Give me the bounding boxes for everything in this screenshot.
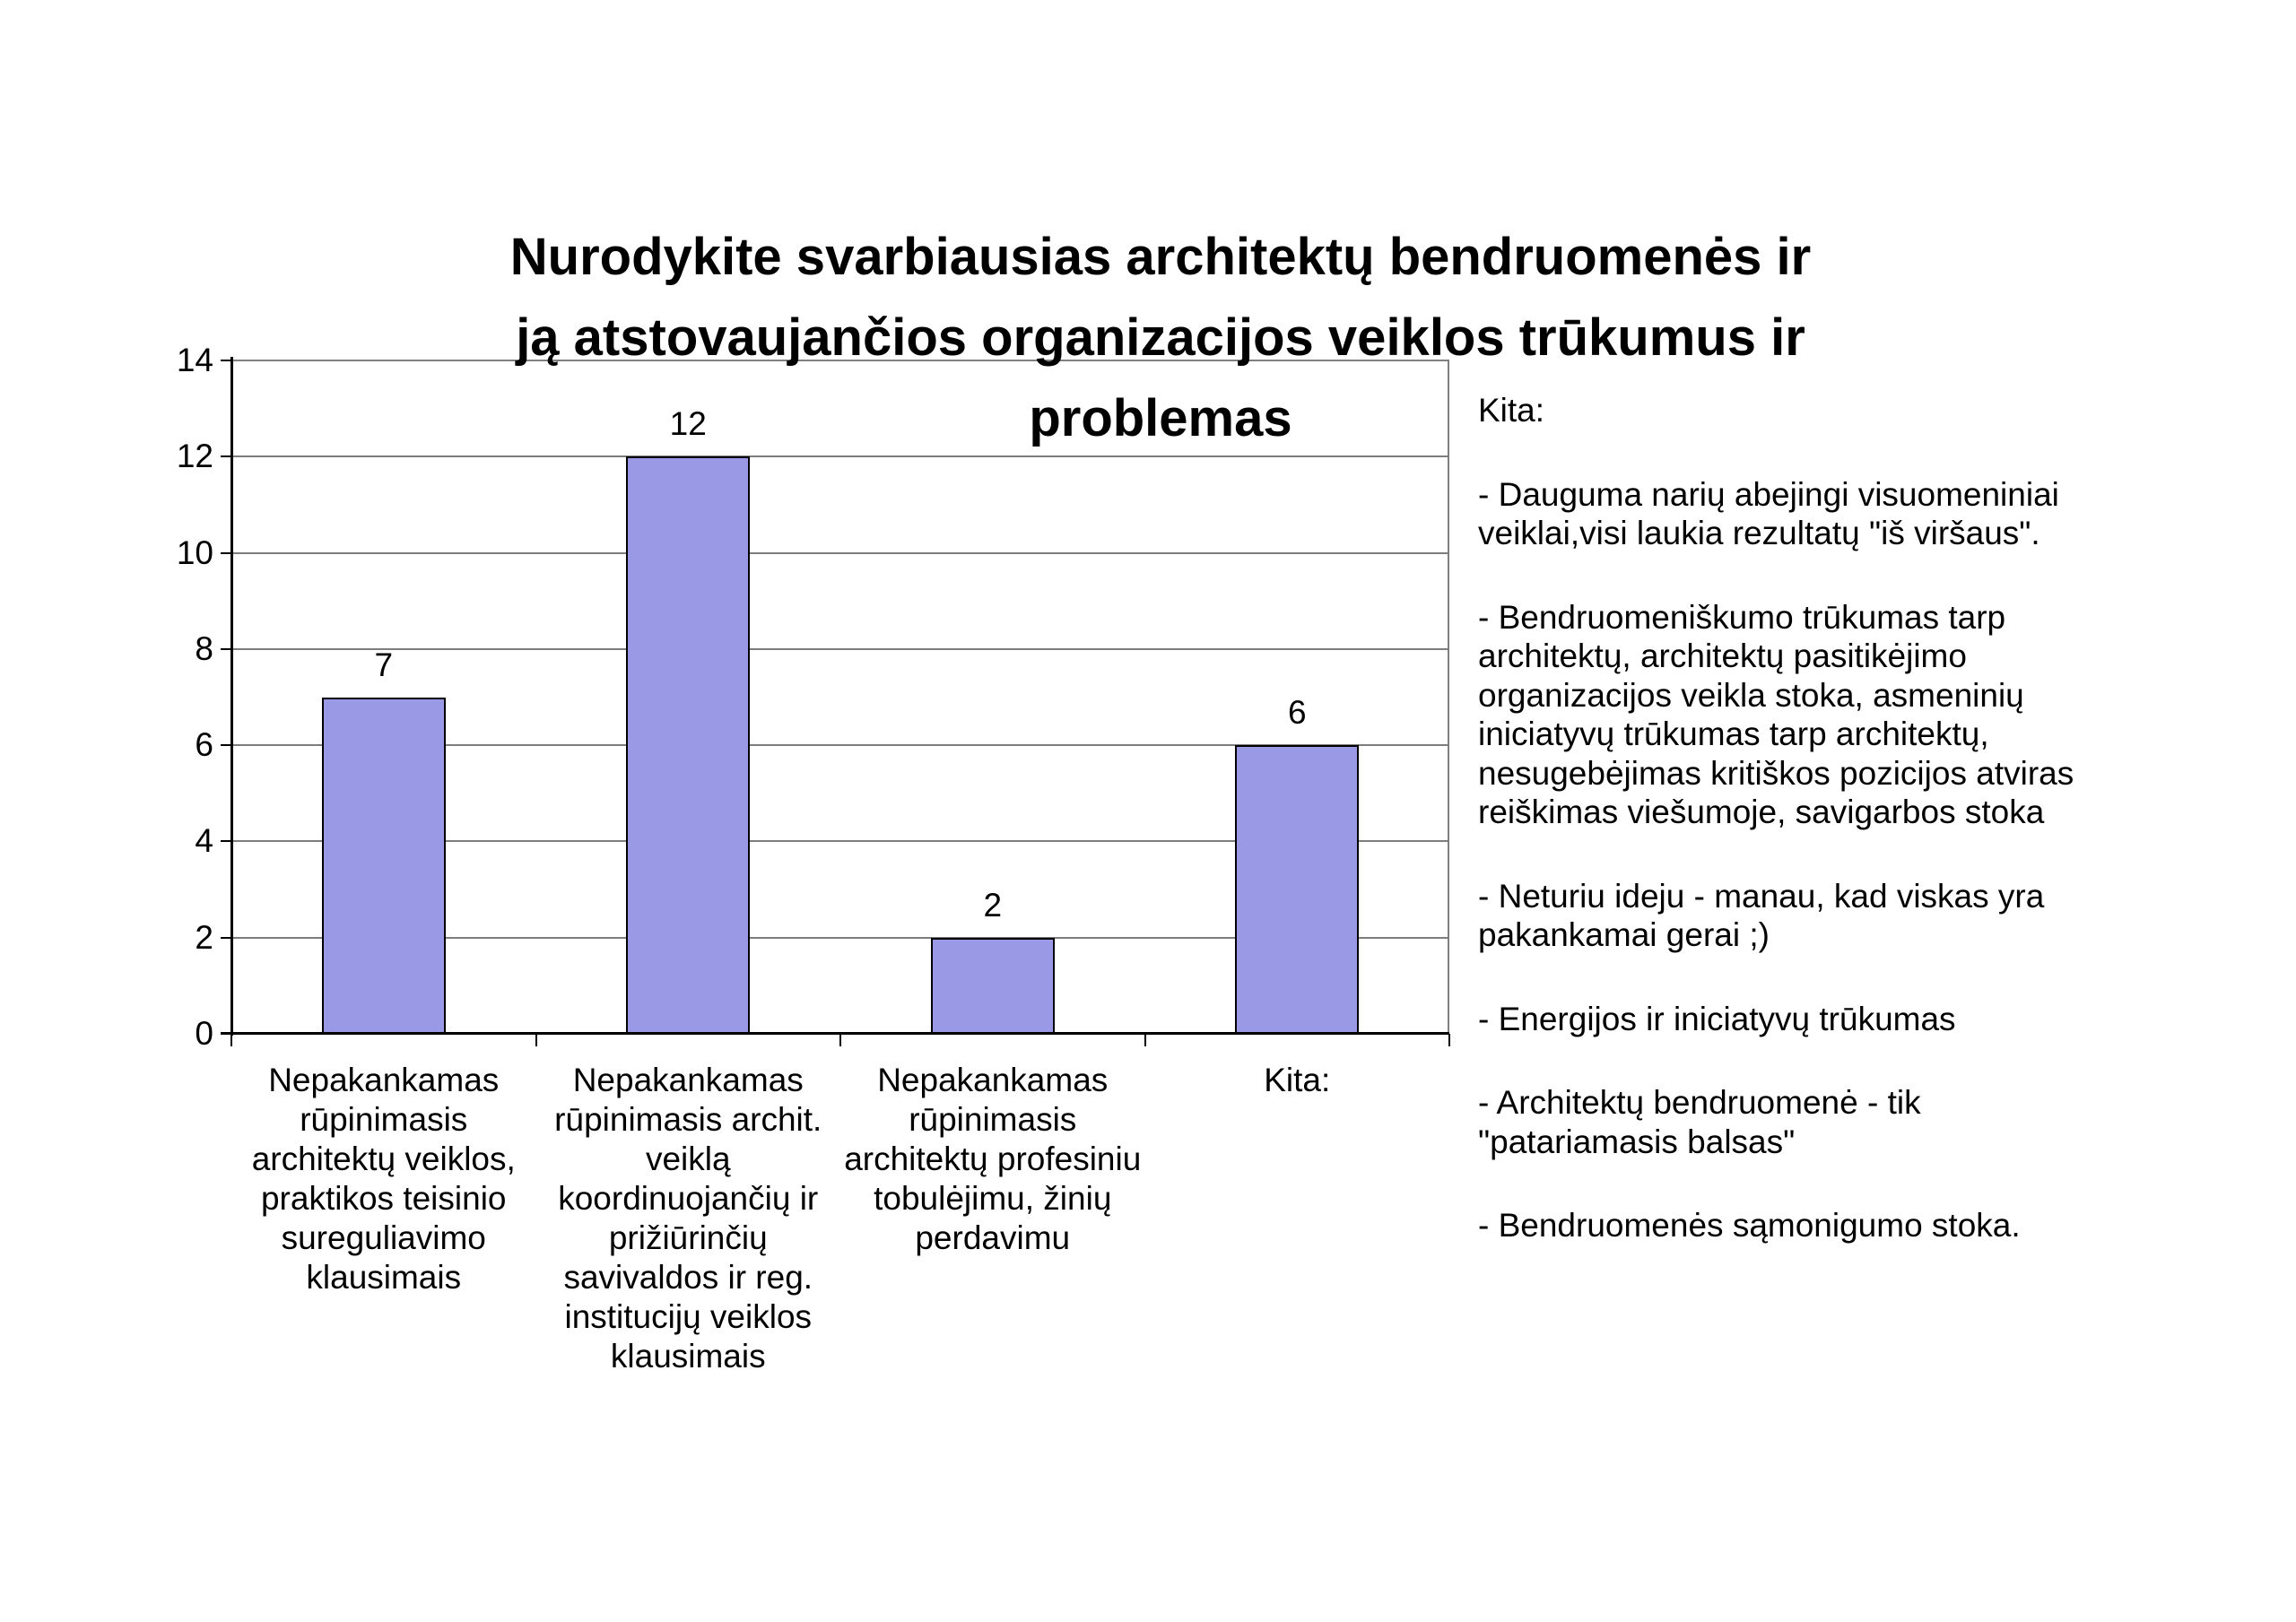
- y-axis-tick-4: [221, 840, 231, 843]
- category-label-3: Nepakankamas rūpinimasis architektų prof…: [844, 1062, 1142, 1256]
- bar-3: [930, 937, 1055, 1034]
- bar-value-label-3: 2: [983, 886, 1003, 924]
- y-axis-tick-8: [221, 647, 231, 650]
- kita-note-1: - Dauguma narių abejingi visuomeniniai v…: [1478, 475, 2059, 552]
- gridline-4: [231, 840, 1449, 843]
- bar-2: [626, 456, 751, 1034]
- y-axis-label-12: 12: [176, 438, 213, 475]
- y-axis-label-14: 14: [176, 342, 213, 378]
- kita-note-4: - Energijos ir iniciatyvų trūkumas: [1478, 1000, 1956, 1037]
- chart-title: Nurodykite svarbiausias architektų bendr…: [509, 228, 1812, 447]
- gridline-2: [231, 936, 1449, 939]
- plot-area-right-border: [1448, 360, 1449, 1034]
- x-axis-tick-4: [1448, 1034, 1450, 1046]
- kita-heading: Kita:: [1478, 392, 1545, 429]
- x-axis-tick-3: [1144, 1034, 1146, 1046]
- y-axis-label-10: 10: [176, 533, 213, 571]
- y-axis-tick-10: [221, 551, 231, 554]
- x-axis: [221, 1032, 1449, 1035]
- y-axis-tick-2: [221, 936, 231, 939]
- y-axis-label-0: 0: [195, 1015, 213, 1052]
- y-axis-label-4: 4: [195, 822, 213, 860]
- bar-4: [1235, 745, 1360, 1034]
- y-axis-tick-12: [221, 455, 231, 458]
- kita-note-5: - Architektų bendruomenė - tik "patariam…: [1478, 1084, 1921, 1160]
- y-axis: [230, 357, 233, 1036]
- x-axis-tick-2: [839, 1034, 841, 1046]
- bar-value-label-4: 6: [1287, 694, 1307, 732]
- kita-note-3: - Neturiu ideju - manau, kad viskas yra …: [1478, 877, 2045, 954]
- gridline-10: [231, 551, 1449, 554]
- gridline-12: [231, 455, 1449, 458]
- category-label-2: Nepakankamas rūpinimasis archit. veiklą …: [554, 1062, 822, 1375]
- x-axis-tick-1: [535, 1034, 537, 1046]
- y-axis-tick-14: [221, 360, 231, 361]
- bar-value-label-2: 12: [669, 405, 707, 443]
- category-label-4: Kita:: [1264, 1062, 1331, 1098]
- y-axis-tick-6: [221, 744, 231, 747]
- kita-note-2: - Bendruomeniškumo trūkumas tarp archite…: [1478, 598, 2074, 831]
- category-label-1: Nepakankamas rūpinimasis architektų veik…: [251, 1062, 516, 1296]
- gridline-6: [231, 744, 1449, 747]
- plot-area-top-border: [231, 360, 1449, 361]
- x-axis-tick-0: [230, 1034, 232, 1046]
- kita-note-6: - Bendruomenės sąmonigumo stoka.: [1478, 1207, 2021, 1244]
- y-axis-label-6: 6: [195, 726, 213, 764]
- y-axis-label-8: 8: [195, 629, 213, 667]
- y-axis-label-2: 2: [195, 918, 213, 956]
- gridline-8: [231, 647, 1449, 650]
- bar-value-label-1: 7: [374, 646, 394, 683]
- kita-panel: Kita: - Dauguma narių abejingi visuomeni…: [1478, 391, 2222, 1290]
- bar-1: [321, 697, 446, 1034]
